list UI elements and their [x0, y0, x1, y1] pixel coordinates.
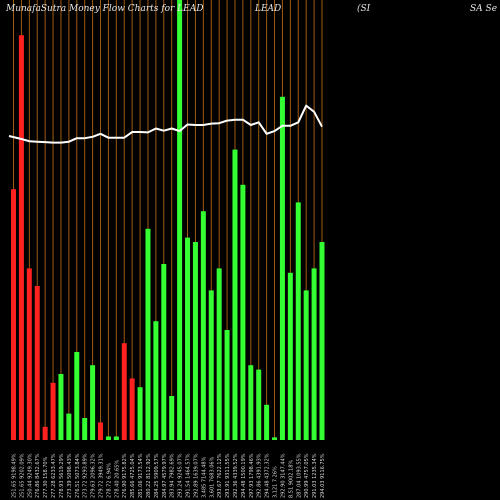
x-tick-label: 291.54 1464.57%: [186, 453, 192, 498]
x-tick-label: 283.94 7982.69%: [170, 453, 176, 498]
x-tick-label: 276.51 5073.84%: [75, 453, 81, 498]
x-tick-label: 285.66 4725.04%: [130, 453, 136, 498]
money-flow-bar: [66, 413, 72, 440]
x-tick-label: 291.03 1235.34%: [312, 453, 318, 498]
money-flow-bar: [113, 436, 119, 440]
money-flow-bar: [208, 290, 214, 440]
x-tick-label: 292.36 4339.52%: [233, 453, 239, 498]
x-tick-label: 284.25 5909.57%: [154, 453, 160, 498]
x-tick-label: 294.48 1500.19%: [241, 453, 247, 498]
x-tick-label: 273.39 5098.43%: [67, 453, 73, 498]
money-flow-bar: [256, 369, 262, 440]
x-tick-label: 287.04 1093.55%: [296, 453, 302, 498]
money-flow-bars: [11, 0, 325, 441]
money-flow-bar: [26, 268, 32, 440]
money-flow-bar: [58, 374, 64, 440]
money-flow-bar: [303, 290, 309, 440]
money-flow-bar: [74, 352, 80, 440]
money-flow-bar: [105, 436, 111, 440]
money-flow-bar: [34, 286, 40, 440]
x-tick-label: 292.90 3147.44%: [280, 453, 286, 498]
x-tick-label: 294.48 4372.32%: [265, 453, 271, 498]
money-flow-bar: [264, 404, 270, 440]
x-tick-label: 278.93 5619.29%: [59, 453, 65, 498]
x-tick-label: 279.63 2096.32%: [91, 453, 97, 498]
money-flow-bar: [272, 437, 278, 440]
x-tick-label: 250.44 9249.30%: [27, 453, 33, 498]
ticker-symbol: LEAD: [255, 4, 282, 14]
money-flow-bar: [153, 321, 159, 440]
money-flow-bar: [224, 330, 230, 440]
money-flow-bar: [232, 149, 238, 440]
x-tick-label: 3,121 7.26%: [273, 466, 279, 498]
money-flow-bar: [185, 237, 191, 440]
x-tick-label: 278.72 6.94%: [106, 463, 112, 498]
x-tick-label: 251.65 9198.49%: [12, 453, 18, 498]
money-flow-bar: [90, 365, 96, 440]
x-tick-label: 279.72 3949.31%: [99, 453, 105, 498]
money-flow-bar: [319, 242, 325, 440]
x-tick-label: 280.22 8112.92%: [146, 453, 152, 498]
price-line: [8, 104, 323, 144]
money-flow-bar: [200, 211, 206, 440]
money-flow-bar: [248, 365, 254, 440]
x-tick-label: 276.90 9175.82%: [122, 453, 128, 498]
money-flow-bar: [161, 264, 167, 440]
x-tick-label: 278.40 20.65%: [114, 460, 120, 498]
x-tick-label: 273.72 9293.89%: [83, 453, 89, 498]
x-tick-label: 293.91 9311.55%: [225, 453, 231, 498]
money-flow-bar: [216, 268, 222, 440]
x-tick-label: 3,601 7683.06%: [209, 456, 215, 498]
ticker-exchange: (SI: [357, 4, 371, 14]
money-flow-bar: [82, 418, 88, 440]
money-flow-bar: [129, 378, 135, 440]
x-tick-label: 276.86 8432.67%: [35, 453, 41, 498]
price-line-layer: [8, 104, 323, 144]
money-flow-bar: [42, 426, 48, 440]
money-flow-bar: [192, 242, 198, 440]
x-tick-label: 292.86 4391.93%: [257, 453, 263, 498]
x-tick-label: 292.89 1639.07%: [193, 453, 199, 498]
x-tick-label: 277.28 6233.47%: [51, 453, 57, 498]
x-tick-label: 3,485 7144.48%: [201, 456, 207, 498]
money-flow-bar: [137, 387, 143, 440]
money-flow-bar: [240, 184, 246, 440]
x-tick-label: 251.65 9202.09%: [19, 453, 25, 498]
x-tick-label: 284.97 4579.97%: [162, 453, 168, 498]
x-tick-label: 277.30 158.70%: [43, 456, 49, 498]
chart-title: MunafaSutra Money Flow Charts for LEAD: [6, 4, 204, 14]
money-flow-bar: [287, 272, 293, 440]
money-flow-bar: [50, 382, 56, 440]
x-tick-label: 297.93 1798.46%: [249, 453, 255, 498]
x-axis-labels: 251.65 9198.49% 251.65 9202.09% 250.44 924…: [12, 453, 326, 498]
ticker-suffix: SA Se: [470, 4, 498, 14]
money-flow-bar: [121, 343, 127, 440]
money-flow-bar: [18, 35, 24, 440]
x-tick-label: 293.24 9245.07%: [178, 453, 184, 498]
x-tick-label: 8.51 9002.18%: [288, 460, 294, 498]
money-flow-bar: [295, 202, 301, 440]
money-flow-bar: [177, 0, 183, 440]
money-flow-bar: [145, 228, 151, 440]
money-flow-bar: [311, 268, 317, 440]
x-tick-label: 293.67 7622.12%: [217, 453, 223, 498]
x-tick-label: 290.99 4757.05%: [304, 453, 310, 498]
money-flow-bar: [169, 396, 175, 440]
money-flow-bar: [279, 96, 285, 441]
money-flow-bar: [98, 422, 104, 440]
x-tick-label: 281.06 9173.54%: [138, 453, 144, 498]
money-flow-bar: [11, 189, 16, 440]
x-tick-label: 294.03 9116.75%: [320, 453, 326, 498]
